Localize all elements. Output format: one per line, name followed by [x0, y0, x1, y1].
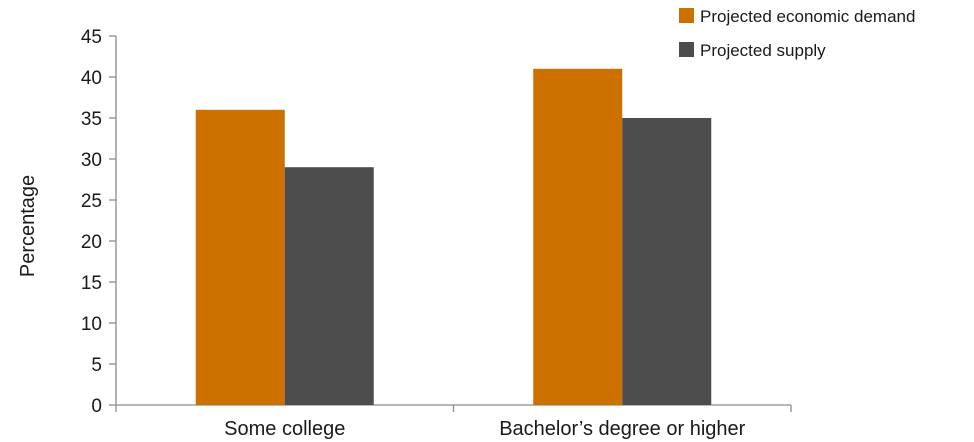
bar-demand: [533, 68, 623, 406]
y-tick-label: 30: [81, 150, 102, 171]
y-tick-label: 45: [81, 27, 102, 48]
y-tick-label: 35: [81, 109, 102, 130]
y-axis-title: Percentage: [17, 175, 39, 277]
x-category-label: Some college: [224, 418, 345, 440]
legend-swatch: [679, 42, 694, 57]
legend-label: Projected economic demand: [700, 7, 915, 26]
bar-supply: [284, 167, 374, 405]
y-tick-label: 20: [81, 232, 102, 253]
bar-demand: [195, 109, 285, 406]
bars: [195, 68, 712, 406]
legend-swatch: [679, 8, 694, 23]
legend-label: Projected supply: [700, 41, 826, 60]
y-tick-label: 25: [81, 191, 102, 212]
y-tick-label: 10: [81, 314, 102, 335]
x-axis: Some college Bachelor’s degree or higher: [115, 404, 792, 440]
y-tick-label: 40: [81, 68, 102, 89]
legend: Projected economic demand Projected suppl…: [679, 7, 915, 60]
bar-supply: [622, 118, 712, 405]
y-tick-label: 0: [91, 396, 102, 417]
x-category-label: Bachelor’s degree or higher: [499, 418, 745, 440]
y-tick-label: 15: [81, 273, 102, 294]
y-axis: 0 5 10 15 20 25 30 35 40 45: [81, 27, 117, 417]
y-tick-label: 5: [91, 355, 102, 376]
